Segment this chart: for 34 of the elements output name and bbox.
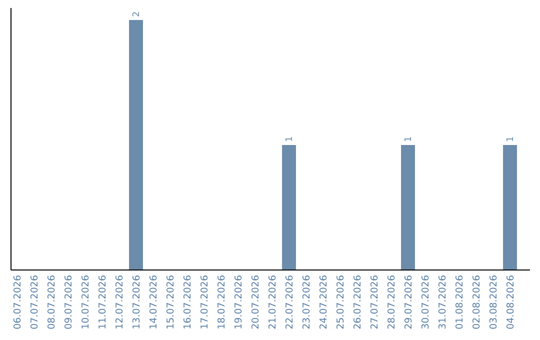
x-tick-label: 23.07.2026 — [302, 275, 312, 330]
x-tick-label: 08.07.2026 — [46, 275, 58, 330]
x-tick-label: 11.07.2026 — [98, 275, 108, 330]
x-tick-label: 10.07.2026 — [80, 275, 92, 330]
x-tick-label: 06.07.2026 — [12, 275, 24, 330]
x-tick-label: 17.07.2026 — [200, 275, 210, 330]
x-tick-label: 27.07.2026 — [370, 275, 380, 330]
x-tick-label: 20.07.2026 — [250, 275, 262, 330]
x-tick-label: 18.07.2026 — [216, 275, 228, 330]
x-tick-label: 13.07.2026 — [132, 275, 142, 330]
x-tick-label: 24.07.2026 — [318, 275, 330, 330]
x-tick-label: 07.07.2026 — [30, 275, 40, 330]
x-tick-label: 03.08.2026 — [488, 275, 500, 330]
x-tick-label: 25.07.2026 — [336, 275, 346, 330]
x-tick-label: 04.08.2026 — [506, 275, 516, 330]
x-tick-label: 22.07.2026 — [284, 275, 296, 330]
x-tick-label: 26.07.2026 — [352, 275, 364, 330]
x-tick-label: 14.07.2026 — [148, 275, 160, 330]
data-label: 1 — [404, 136, 414, 142]
x-tick-label: 28.07.2026 — [386, 275, 398, 330]
x-tick-label: 12.07.2026 — [114, 275, 126, 330]
x-tick-label: 09.07.2026 — [64, 275, 74, 330]
x-tick-label: 29.07.2026 — [404, 275, 414, 330]
x-tick-label: 15.07.2026 — [166, 275, 176, 330]
x-tick-label: 21.07.2026 — [268, 275, 278, 330]
x-tick-label: 01.08.2026 — [454, 275, 466, 330]
x-tick-label: 19.07.2026 — [234, 275, 244, 330]
data-label: 1 — [506, 136, 516, 142]
x-tick-label: 30.07.2026 — [420, 275, 432, 330]
x-tick-label: 31.07.2026 — [438, 275, 448, 330]
data-label: 2 — [132, 11, 142, 17]
data-label: 1 — [285, 136, 295, 142]
x-tick-label: 16.07.2026 — [182, 275, 194, 330]
x-tick-label: 02.08.2026 — [472, 275, 482, 330]
